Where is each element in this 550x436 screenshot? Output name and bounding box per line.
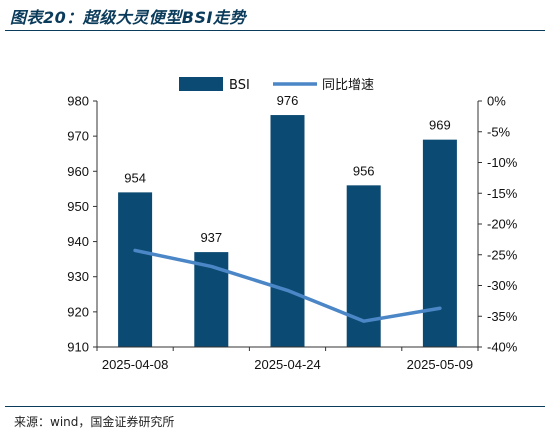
right-axis-tick-label: -20% <box>487 217 518 232</box>
legend-bsi-swatch <box>179 77 223 91</box>
bar-data-label: 976 <box>277 93 299 108</box>
bar-data-label: 937 <box>200 230 222 245</box>
x-axis: 2025-04-08 2025-04-24 2025-05-09 <box>96 346 479 372</box>
right-axis-tick-label: -25% <box>487 247 518 262</box>
x-axis-tick-label: 2025-04-24 <box>254 357 321 372</box>
legend-yoy-label: 同比增速 <box>322 78 374 93</box>
left-axis-tick-label: 910 <box>67 340 89 355</box>
right-axis: 0% -5% -10% -15% -20% -25% -30% -35% -40% <box>477 94 518 355</box>
bar-data-label: 954 <box>124 170 146 185</box>
chart-title: 图表20：超级大灵便型BSI走势 <box>10 8 246 27</box>
bar-series <box>118 115 457 347</box>
right-axis-tick-label: -10% <box>487 155 518 170</box>
left-axis-tick-label: 970 <box>67 129 89 144</box>
footer-rule <box>5 406 545 407</box>
left-axis-tick-label: 940 <box>67 234 89 249</box>
right-axis-tick-label: -40% <box>487 340 518 355</box>
right-axis-tick-label: -5% <box>487 124 511 139</box>
legend: BSI 同比增速 <box>179 77 374 93</box>
bar-data-label: 956 <box>353 163 375 178</box>
x-axis-tick-label: 2025-05-09 <box>407 357 474 372</box>
source-note: 来源：wind，国金证券研究所 <box>14 415 175 429</box>
right-axis-tick-label: -30% <box>487 278 518 293</box>
bar-2025-05-09 <box>422 139 457 347</box>
right-axis-tick-label: -15% <box>487 186 518 201</box>
title-rule <box>5 30 545 31</box>
left-axis: 980 970 960 950 940 930 920 910 <box>67 94 98 355</box>
left-axis-tick-label: 920 <box>67 304 89 319</box>
right-axis-tick-label: 0% <box>487 94 506 109</box>
legend-bsi-label: BSI <box>229 78 250 93</box>
left-axis-tick-label: 980 <box>67 94 89 109</box>
x-axis-tick-label: 2025-04-08 <box>102 357 169 372</box>
bar-data-label: 969 <box>429 118 451 133</box>
bar-2025-04-24 <box>270 115 305 347</box>
left-axis-tick-label: 930 <box>67 269 89 284</box>
right-axis-tick-label: -35% <box>487 309 518 324</box>
bar-2025-04-08 <box>118 192 153 347</box>
bar-data-labels: 954 937 976 956 969 <box>124 93 451 245</box>
left-axis-tick-label: 950 <box>67 199 89 214</box>
left-axis-tick-label: 960 <box>67 164 89 179</box>
line-series <box>133 248 442 323</box>
